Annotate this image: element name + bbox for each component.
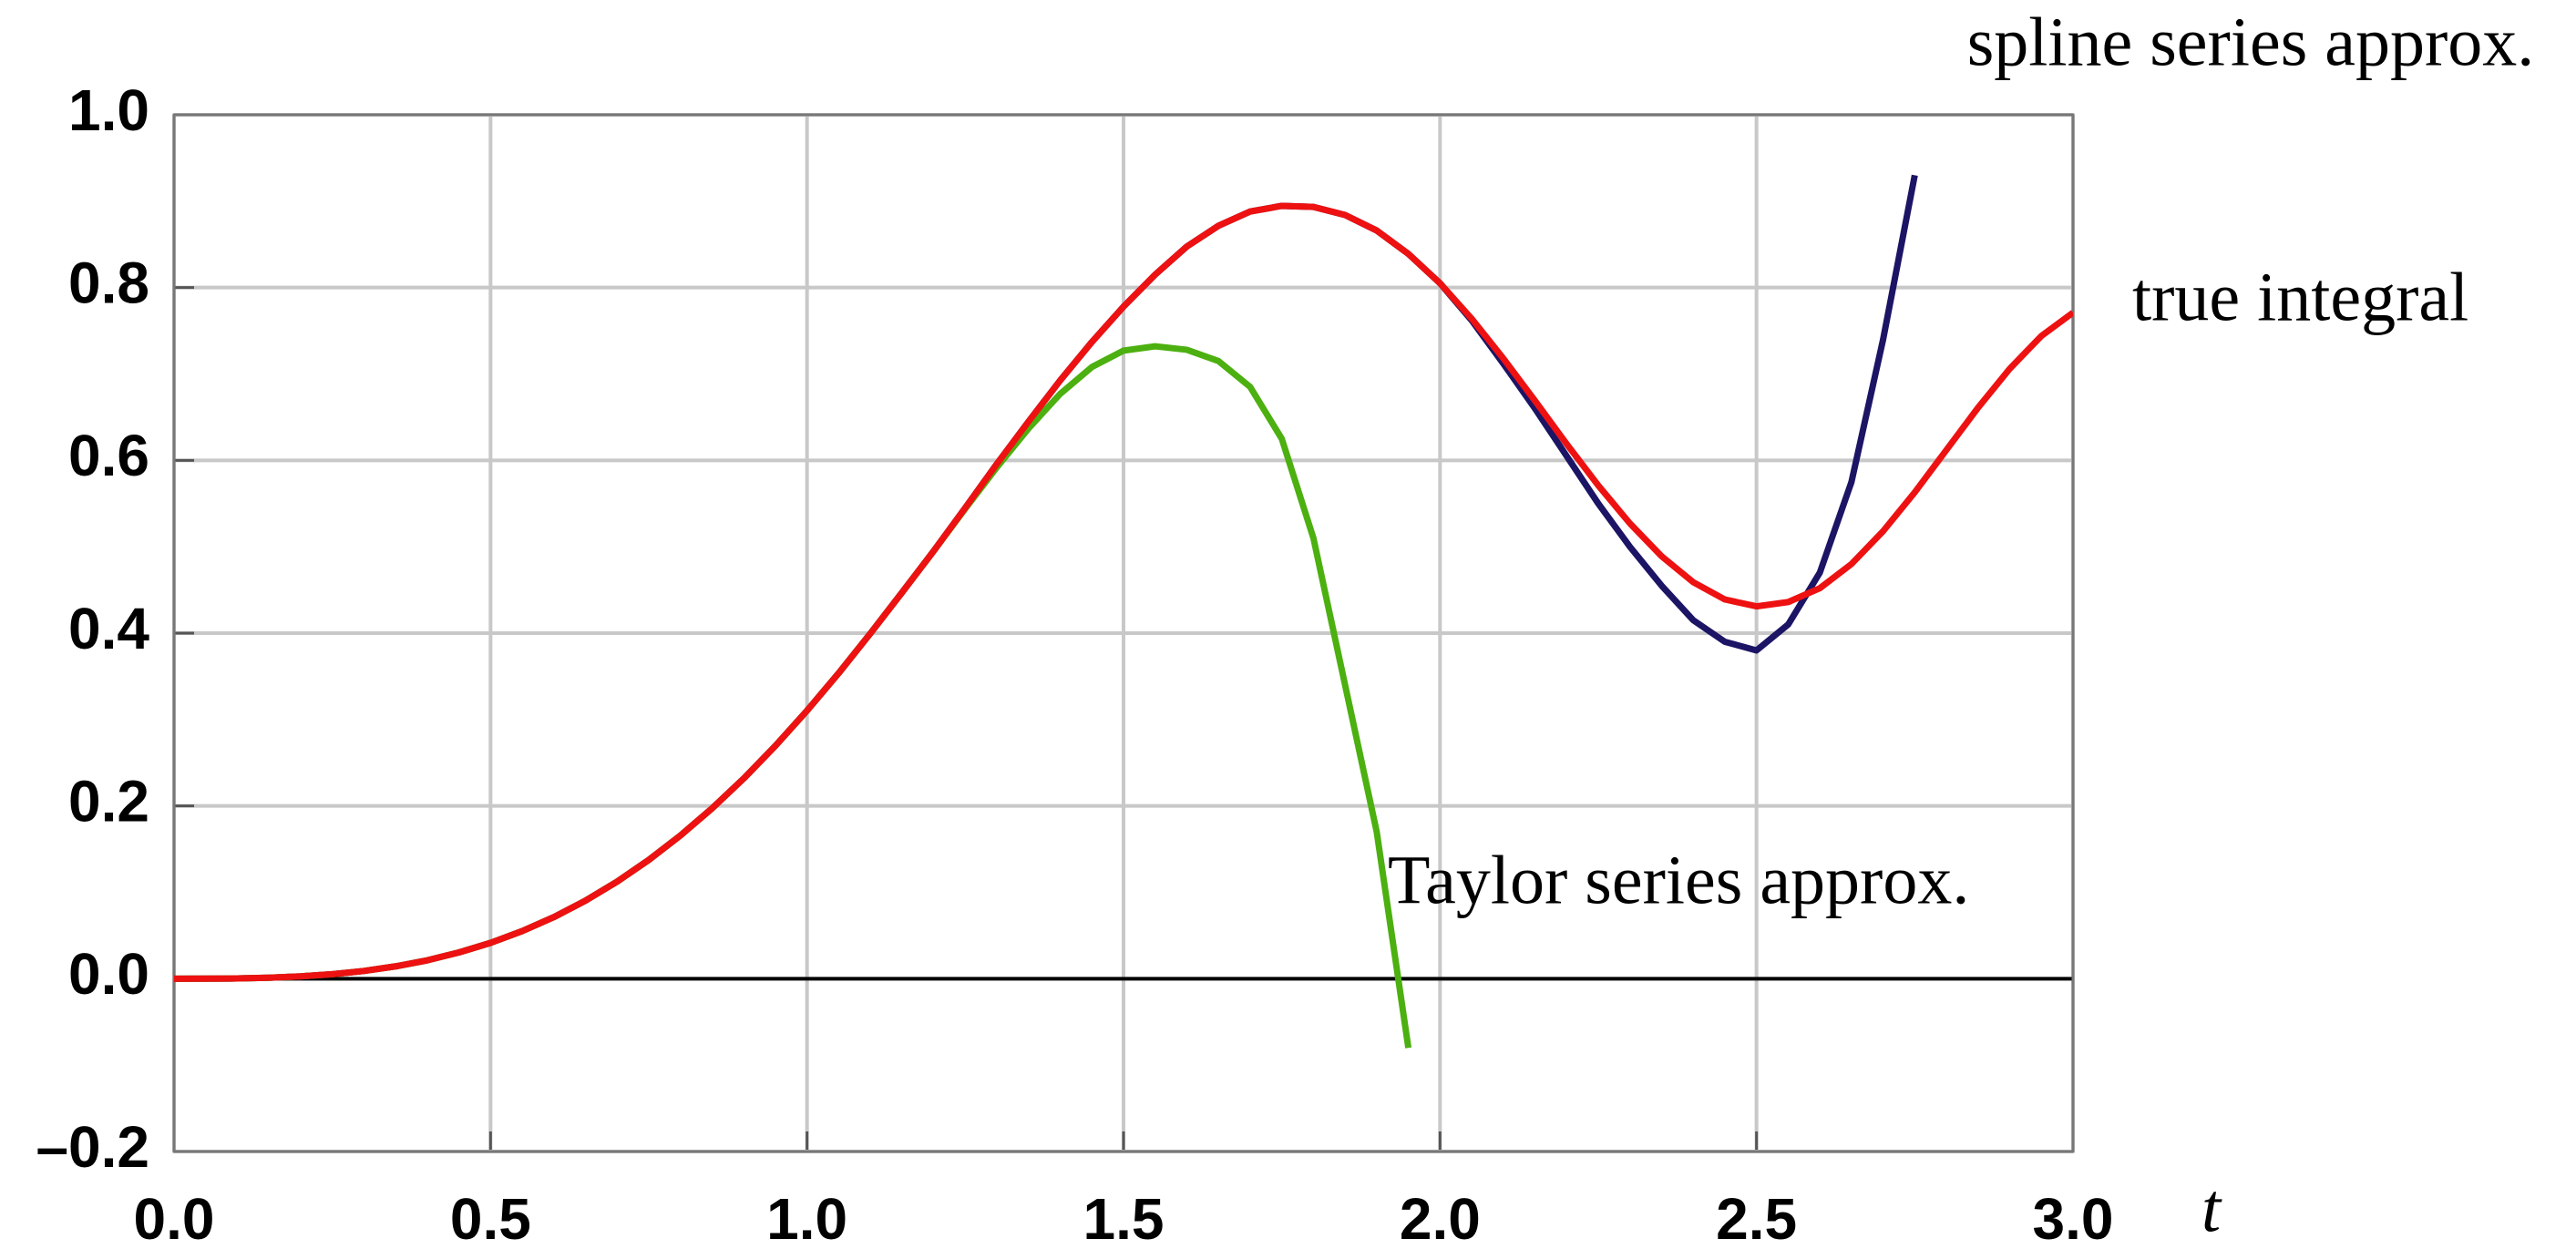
y-tick-label: 0.4: [68, 596, 149, 661]
series-label: spline series approx.: [1967, 4, 2535, 80]
x-tick-label: 2.5: [1716, 1186, 1797, 1252]
plot-area: [174, 174, 2073, 1049]
y-tick-label: 0.2: [68, 769, 149, 834]
x-tick-label: 1.5: [1083, 1186, 1165, 1252]
series-label: Taylor series approx.: [1388, 842, 1969, 918]
y-tick-label: –0.2: [36, 1114, 149, 1180]
x-axis-label: t: [2201, 1170, 2222, 1246]
series-label: true integral: [2132, 259, 2468, 335]
y-tick-label: 0.6: [68, 423, 149, 488]
plot-frame: [172, 113, 2075, 1153]
x-tick-label: 2.0: [1400, 1186, 1481, 1252]
x-tick-label: 3.0: [2033, 1186, 2114, 1252]
y-tick-label: 0.8: [68, 251, 149, 316]
x-tick-label: 0.5: [450, 1186, 531, 1252]
series-line: [174, 202, 2073, 982]
x-tick-label: 0.0: [134, 1186, 215, 1252]
x-tick-label: 1.0: [766, 1186, 847, 1252]
y-tick-label: 0.0: [68, 941, 149, 1007]
y-tick-label: 1.0: [68, 77, 149, 143]
